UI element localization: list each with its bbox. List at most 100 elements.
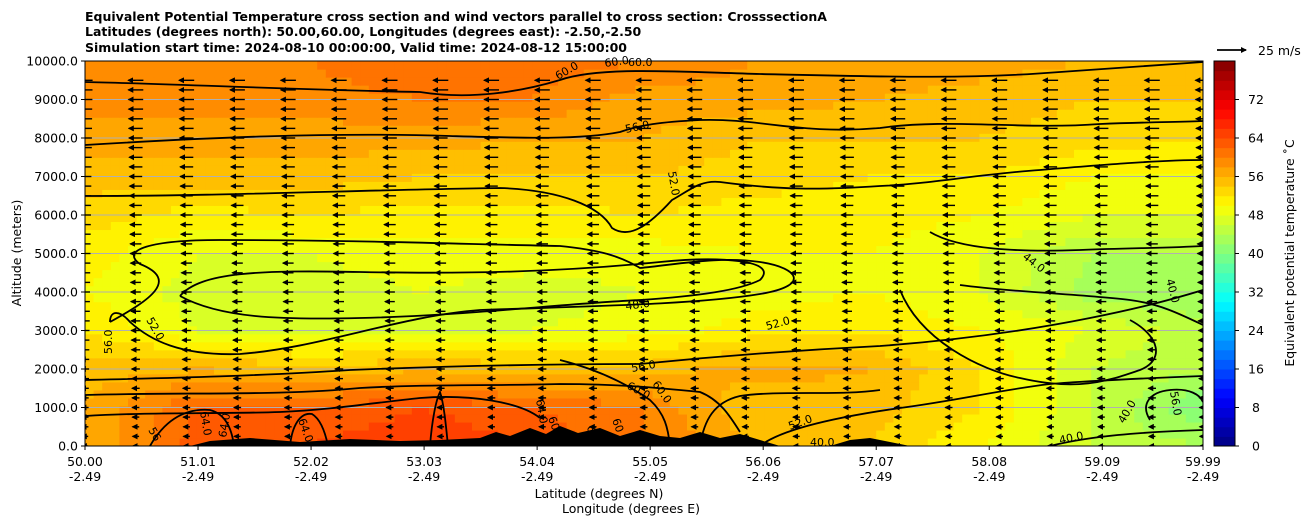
field-cell <box>644 261 654 271</box>
field-cell <box>1074 157 1084 166</box>
field-cell <box>1177 141 1187 150</box>
field-cell <box>618 165 628 174</box>
field-cell <box>738 253 748 263</box>
field-cell <box>153 381 163 391</box>
field-cell <box>1065 229 1075 239</box>
field-cell <box>472 229 482 239</box>
field-cell <box>575 269 585 279</box>
field-cell <box>497 277 507 287</box>
field-cell <box>472 309 482 319</box>
field-cell <box>1013 349 1023 359</box>
field-cell <box>575 253 585 263</box>
field-cell <box>747 285 757 295</box>
field-cell <box>755 421 765 431</box>
field-cell <box>145 157 155 166</box>
field-cell <box>1031 421 1041 431</box>
field-cell <box>1065 253 1075 263</box>
field-cell <box>936 269 946 279</box>
field-cell <box>687 317 697 327</box>
field-cell <box>558 141 568 150</box>
field-cell <box>1168 429 1178 439</box>
field-cell <box>1082 293 1092 303</box>
field-cell <box>532 421 542 431</box>
field-cell <box>377 229 387 239</box>
field-cell <box>437 341 447 351</box>
field-cell <box>910 189 920 198</box>
field-cell <box>867 365 877 375</box>
field-cell <box>1151 205 1161 214</box>
field-cell <box>704 181 714 190</box>
field-cell <box>1048 237 1058 247</box>
field-cell <box>497 309 507 319</box>
field-cell <box>798 333 808 343</box>
field-cell <box>738 397 748 407</box>
field-cell <box>110 205 120 214</box>
field-cell <box>1185 173 1195 182</box>
field-cell <box>945 413 955 423</box>
field-cell <box>764 429 774 439</box>
field-cell <box>282 213 292 223</box>
field-cell <box>368 405 378 415</box>
field-cell <box>936 429 946 439</box>
field-cell <box>824 389 834 399</box>
field-cell <box>377 317 387 327</box>
field-cell <box>1031 301 1041 311</box>
field-cell <box>523 229 533 239</box>
field-cell <box>798 237 808 247</box>
field-cell <box>110 269 120 279</box>
field-cell <box>1160 301 1170 311</box>
field-cell <box>575 229 585 239</box>
field-cell <box>1160 237 1170 247</box>
field-cell <box>188 205 198 214</box>
field-cell <box>454 357 464 367</box>
field-cell <box>1074 405 1084 415</box>
field-cell <box>1013 141 1023 150</box>
field-cell <box>798 261 808 271</box>
field-cell <box>317 341 327 351</box>
field-cell <box>300 293 310 303</box>
field-cell <box>798 197 808 206</box>
field-cell <box>730 149 740 158</box>
field-cell <box>463 317 473 327</box>
field-cell <box>411 341 421 351</box>
field-cell <box>609 293 619 303</box>
field-cell <box>231 301 241 311</box>
field-cell <box>988 221 998 231</box>
field-cell <box>652 213 662 223</box>
field-cell <box>764 197 774 206</box>
field-cell <box>1048 173 1058 182</box>
field-cell <box>540 349 550 359</box>
field-cell <box>420 285 430 295</box>
field-cell <box>755 253 765 263</box>
field-cell <box>351 421 361 431</box>
field-cell <box>351 213 361 223</box>
field-cell <box>239 405 249 415</box>
field-cell <box>549 397 559 407</box>
field-cell <box>549 389 559 399</box>
field-cell <box>1074 269 1084 279</box>
field-cell <box>841 149 851 158</box>
field-cell <box>962 253 972 263</box>
field-cell <box>790 293 800 303</box>
field-cell <box>841 429 851 439</box>
field-cell <box>644 373 654 383</box>
field-cell <box>704 309 714 319</box>
field-cell <box>386 261 396 271</box>
field-cell <box>575 365 585 375</box>
field-cell <box>644 173 654 182</box>
field-cell <box>695 333 705 343</box>
field-cell <box>239 173 249 182</box>
field-cell <box>1065 205 1075 214</box>
field-cell <box>798 365 808 375</box>
field-cell <box>472 421 482 431</box>
field-cell <box>463 165 473 174</box>
field-cell <box>540 173 550 182</box>
field-cell <box>1031 229 1041 239</box>
field-cell <box>1065 197 1075 206</box>
field-cell <box>1194 189 1203 198</box>
field-cell <box>394 429 404 439</box>
field-cell <box>953 413 963 423</box>
field-cell <box>196 397 206 407</box>
field-cell <box>386 149 396 158</box>
field-cell <box>360 149 370 158</box>
